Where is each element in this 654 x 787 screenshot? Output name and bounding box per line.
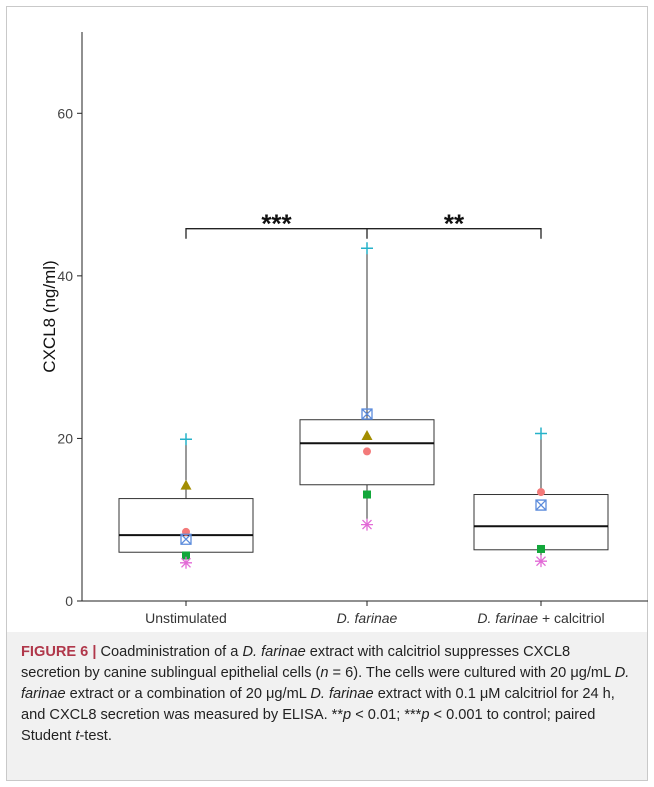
- point-asterisk: [180, 556, 192, 569]
- caption-segment: = 6). The cells were cultured with 20 μg…: [328, 665, 615, 681]
- caption-segment: D. farinae: [310, 686, 374, 702]
- point-plus: [180, 433, 192, 446]
- point-box-x: [180, 533, 192, 545]
- point-box-x: [361, 408, 373, 420]
- caption-segment: -test.: [79, 728, 112, 744]
- point-plus: [535, 427, 547, 440]
- caption-body: Coadministration of a D. farinae extract…: [21, 644, 629, 744]
- caption-segment: Coadministration of a: [96, 644, 243, 660]
- point-square: [537, 544, 545, 553]
- y-tick-label: 40: [57, 268, 73, 284]
- x-tick-label: Unstimulated: [145, 610, 227, 626]
- caption-segment: D. farinae: [21, 665, 630, 702]
- caption-segment: extract with calcitriol suppresses CXCL8…: [21, 644, 571, 681]
- figure-caption-box: FIGURE 6 | Coadministration of a D. fari…: [6, 632, 648, 781]
- point-asterisk: [535, 555, 547, 568]
- point-asterisk: [361, 518, 373, 531]
- x-tick-label-part: + calcitriol: [538, 610, 605, 626]
- point-square: [182, 551, 190, 560]
- caption-segment: n: [320, 665, 329, 681]
- caption-segment: p: [421, 707, 430, 723]
- significance-label-right: **: [444, 209, 465, 239]
- caption-segment: < 0.001 to control; paired Student: [21, 707, 596, 744]
- figure-label: FIGURE 6 |: [21, 644, 97, 660]
- x-tick-label-part: Unstimulated: [145, 610, 227, 626]
- point-box-x: [535, 499, 547, 511]
- caption-segment: < 0.01; ***: [351, 707, 422, 723]
- point-circle: [363, 447, 371, 456]
- point-square: [363, 490, 371, 499]
- x-tick-label-part: D. farinae: [477, 610, 538, 626]
- point-triangle: [180, 479, 192, 490]
- caption-segment: extract with 0.1 μM calcitriol for 24 h,…: [21, 686, 615, 723]
- boxplot-chart: 0 20 40 60 CXCL8 (ng/ml) Unstimulated D. farin…: [40, 32, 648, 626]
- x-tick-label: D. farinae: [337, 610, 398, 626]
- y-tick-label: 60: [57, 105, 73, 121]
- y-tick-label: 20: [57, 430, 73, 446]
- point-plus: [361, 242, 373, 255]
- figure-caption: FIGURE 6 | Coadministration of a D. fari…: [21, 642, 633, 747]
- significance-bracket: [185, 228, 542, 239]
- point-triangle: [361, 429, 373, 440]
- y-tick-label: 0: [65, 593, 73, 609]
- caption-segment: extract or a combination of 20 μg/mL: [65, 686, 311, 702]
- caption-segment: D. farinae: [242, 644, 306, 660]
- significance-label-left: ***: [261, 209, 292, 239]
- box: [473, 494, 609, 551]
- point-circle: [537, 488, 545, 497]
- box: [299, 419, 435, 486]
- caption-segment: t: [75, 728, 80, 744]
- x-tick-label-part: D. farinae: [337, 610, 398, 626]
- caption-segment: p: [343, 707, 352, 723]
- x-tick-label: D. farinae + calcitriol: [477, 610, 604, 626]
- y-axis-label: CXCL8 (ng/ml): [40, 260, 59, 372]
